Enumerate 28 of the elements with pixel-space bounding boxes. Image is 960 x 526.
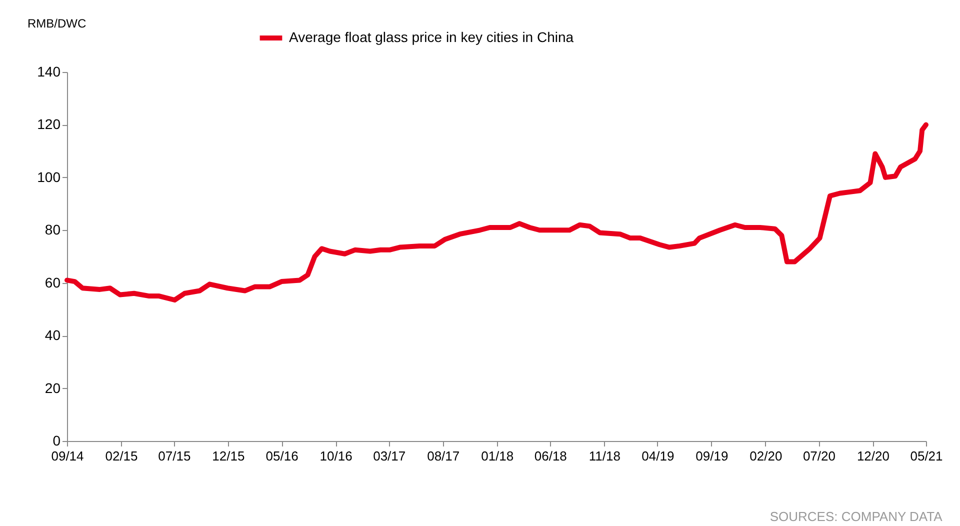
- x-tick-label: 07/20: [802, 448, 836, 464]
- x-tick-label: 08/17: [427, 448, 460, 464]
- x-tick-label: 02/15: [105, 448, 138, 464]
- x-tick-label: 01/18: [481, 448, 514, 464]
- x-tick-label: 12/15: [212, 448, 245, 464]
- y-tick-label: 0: [52, 432, 61, 448]
- x-tick-label: 11/18: [588, 448, 620, 464]
- y-tick-label: 60: [44, 274, 61, 290]
- y-tick-label: 40: [44, 327, 61, 344]
- y-tick-label: 140: [37, 64, 61, 80]
- source-note: SOURCES: COMPANY DATA: [770, 509, 943, 524]
- y-tick-label: 80: [44, 222, 61, 238]
- y-tick-label: 20: [44, 380, 61, 396]
- x-tick-label: 05/21: [910, 448, 943, 464]
- x-tick-label: 05/16: [266, 448, 298, 464]
- x-tick-label: 03/17: [373, 448, 406, 464]
- x-tick-label: 07/15: [158, 448, 191, 464]
- y-axis-title: RMB/DWC: [28, 16, 86, 30]
- x-tick-label: 04/19: [642, 448, 674, 464]
- x-tick-label: 02/20: [750, 448, 782, 464]
- x-tick-label: 12/20: [856, 448, 890, 464]
- x-tick-label: 06/18: [534, 448, 567, 464]
- x-tick-label: 10/16: [320, 448, 352, 464]
- x-tick-label: 09/19: [696, 448, 728, 464]
- x-tick-label: 09/14: [51, 448, 84, 464]
- y-tick-label: 100: [37, 168, 61, 185]
- y-tick-label: 120: [37, 116, 61, 132]
- legend-label: Average float glass price in key cities in China: [289, 29, 574, 45]
